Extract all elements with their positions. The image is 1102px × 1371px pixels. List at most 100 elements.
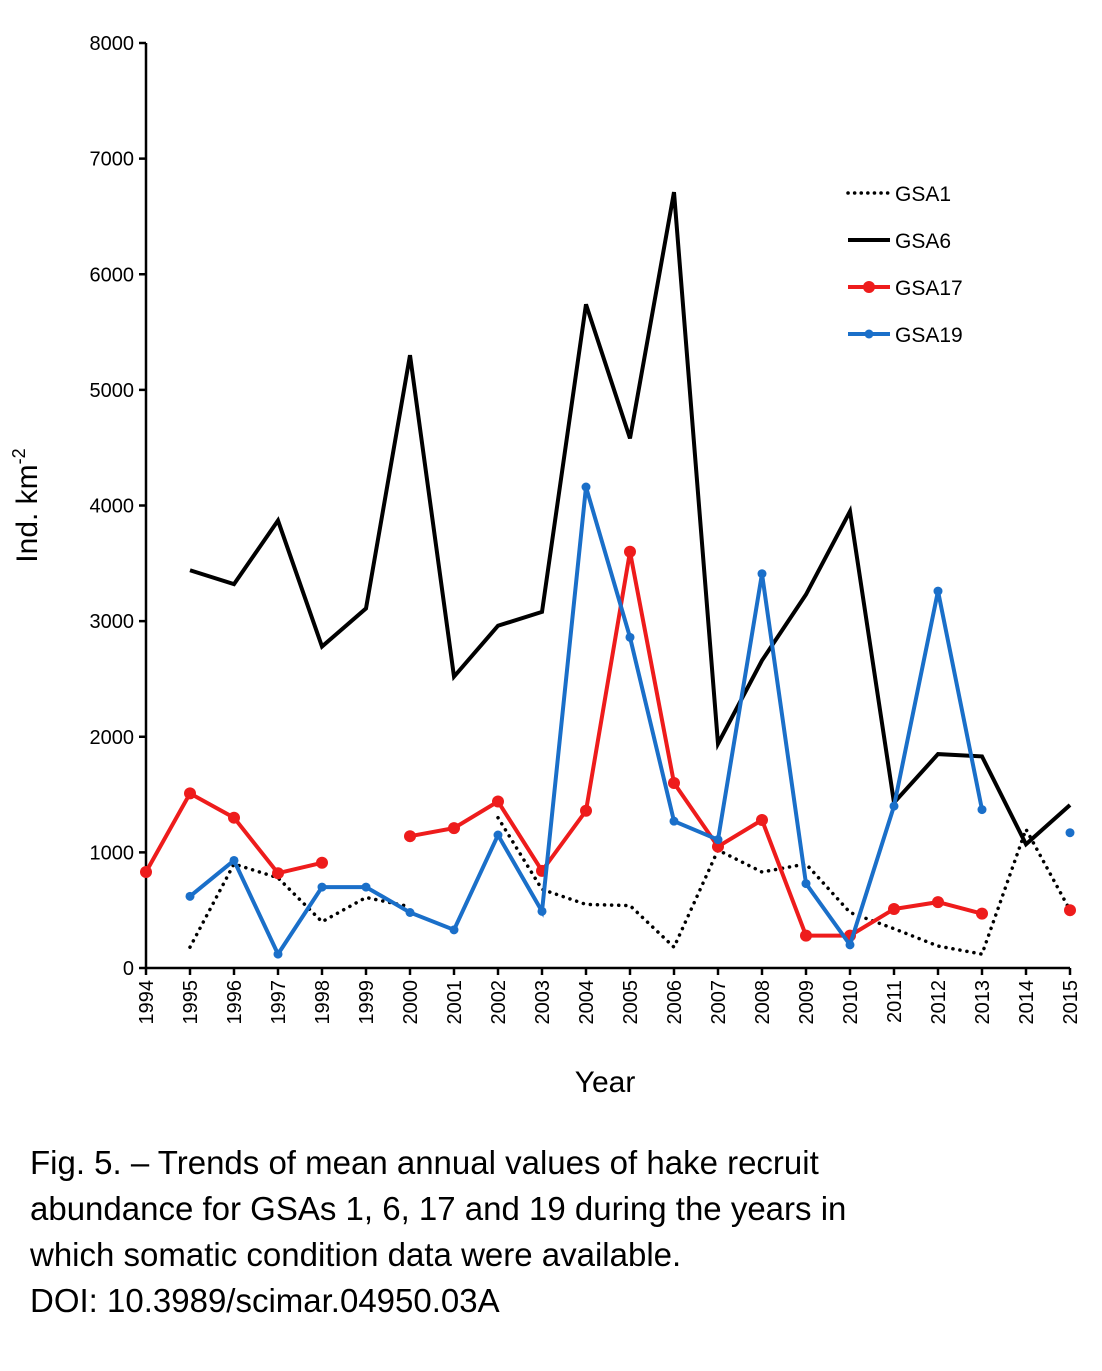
data-point-gsa19 (405, 908, 415, 917)
data-point-gsa17 (184, 787, 196, 800)
data-point-gsa19 (1065, 828, 1075, 838)
caption-line-3: which somatic condition data were availa… (30, 1236, 682, 1273)
data-point-gsa19 (977, 805, 987, 815)
data-point-gsa19 (317, 882, 327, 892)
y-axis-ticks: 0 1000 2000 3000 4000 5000 6000 7000 8000 (90, 33, 146, 980)
y-tick-label: 3000 (90, 611, 135, 633)
x-tick-label: 2007 (708, 980, 730, 1025)
data-point-gsa19 (537, 906, 547, 916)
caption-line-2: abundance for GSAs 1, 6, 17 and 19 durin… (30, 1190, 847, 1227)
legend-marker-gsa17 (863, 281, 875, 293)
data-point-gsa19 (625, 632, 635, 642)
y-tick-label: 0 (123, 958, 134, 980)
data-point-gsa19 (493, 830, 503, 840)
series-line-gsa19 (188, 486, 984, 959)
data-point-gsa19 (801, 879, 811, 889)
x-tick-label: 2006 (664, 980, 686, 1025)
data-point-gsa19 (361, 882, 371, 892)
y-tick-label: 6000 (90, 264, 135, 286)
data-point-gsa19 (713, 835, 723, 845)
figure-caption: Fig. 5. – Trends of mean annual values o… (30, 1140, 1080, 1324)
data-point-gsa19 (229, 855, 239, 865)
data-point-gsa17 (272, 867, 284, 880)
series-gsa1 (188, 815, 1072, 957)
x-tick-label: 2002 (488, 980, 510, 1025)
caption-line-4: DOI: 10.3989/scimar.04950.03A (30, 1282, 500, 1319)
x-tick-label: 2011 (884, 980, 906, 1023)
data-point-gsa17 (800, 929, 812, 942)
x-tick-label: 1995 (180, 980, 202, 1025)
data-point-gsa17 (624, 545, 636, 558)
legend-item-gsa19: GSA19 (848, 324, 963, 347)
legend-label-gsa17: GSA17 (895, 277, 963, 300)
data-point-gsa17 (492, 795, 504, 808)
data-point-gsa19 (757, 569, 767, 579)
legend-item-gsa6: GSA6 (848, 230, 951, 253)
y-tick-label: 2000 (90, 727, 135, 749)
legend-item-gsa17: GSA17 (848, 277, 963, 300)
x-tick-label: 2008 (752, 980, 774, 1025)
legend-marker-gsa19 (864, 329, 874, 339)
legend-label-gsa19: GSA19 (895, 324, 963, 347)
x-tick-label: 2013 (972, 980, 994, 1025)
series-line-gsa1 (188, 861, 412, 949)
series-gsa19 (185, 482, 1075, 959)
y-axis-title-main: Ind. km (11, 464, 44, 562)
data-point-gsa17 (668, 777, 680, 789)
legend-item-gsa1: GSA1 (846, 183, 951, 206)
series-gsa6 (189, 191, 1072, 848)
series-line-gsa17 (409, 551, 983, 938)
x-tick-label: 1996 (224, 980, 246, 1025)
data-point-gsa17 (1064, 904, 1076, 917)
y-tick-label: 7000 (90, 149, 135, 171)
caption-line-1: Fig. 5. – Trends of mean annual values o… (30, 1144, 819, 1181)
data-point-gsa19 (581, 482, 591, 492)
legend-label-gsa1: GSA1 (895, 183, 951, 206)
y-axis-title: Ind. km-2 (9, 448, 44, 562)
line-chart: 0 1000 2000 3000 4000 5000 6000 7000 8000 1994 19… (9, 33, 1082, 1099)
series-layer (140, 191, 1076, 959)
y-tick-label: 8000 (90, 33, 135, 55)
data-point-gsa19 (185, 891, 195, 901)
x-axis-title: Year (575, 1066, 636, 1099)
y-tick-label: 5000 (90, 380, 135, 402)
y-axis-title-superscript: -2 (9, 448, 29, 464)
x-tick-label: 1994 (136, 980, 158, 1025)
x-tick-label: 1999 (356, 980, 378, 1025)
x-axis-ticks: 1994 1995 1996 1997 1998 1999 2000 2001 2002 2003… (136, 968, 1082, 1025)
series-line-gsa1 (496, 815, 1072, 957)
data-point-gsa19 (845, 940, 855, 950)
data-point-gsa17 (448, 822, 460, 835)
data-point-gsa19 (449, 925, 459, 935)
x-tick-label: 2009 (796, 980, 818, 1025)
data-point-gsa17 (756, 814, 768, 826)
data-point-gsa19 (669, 816, 679, 826)
legend: GSA1 GSA6 GSA17 GSA19 (846, 183, 963, 347)
data-point-gsa17 (316, 856, 328, 869)
x-tick-label: 2015 (1060, 980, 1082, 1025)
y-tick-label: 1000 (90, 842, 135, 864)
series-line-gsa6 (189, 191, 1072, 848)
x-tick-label: 2001 (444, 980, 466, 1025)
data-point-gsa17 (932, 896, 944, 909)
data-point-gsa17 (580, 804, 592, 817)
x-tick-label: 2003 (532, 980, 554, 1025)
data-point-gsa17 (888, 903, 900, 916)
data-point-gsa19 (933, 586, 943, 596)
data-point-gsa17 (228, 811, 240, 824)
x-tick-label: 2004 (576, 980, 598, 1025)
legend-label-gsa6: GSA6 (895, 230, 951, 253)
x-tick-label: 2005 (620, 980, 642, 1025)
data-point-gsa17 (404, 830, 416, 843)
data-point-gsa17 (712, 840, 724, 853)
series-gsa17 (140, 545, 1076, 942)
x-tick-label: 2012 (928, 980, 950, 1025)
x-tick-label: 1997 (268, 980, 290, 1025)
data-point-gsa17 (976, 907, 988, 920)
data-point-gsa19 (273, 949, 283, 959)
data-point-gsa17 (140, 866, 152, 879)
y-tick-label: 4000 (90, 496, 135, 518)
data-point-gsa19 (889, 801, 899, 811)
x-tick-label: 1998 (312, 980, 334, 1025)
x-tick-label: 2010 (840, 980, 862, 1025)
